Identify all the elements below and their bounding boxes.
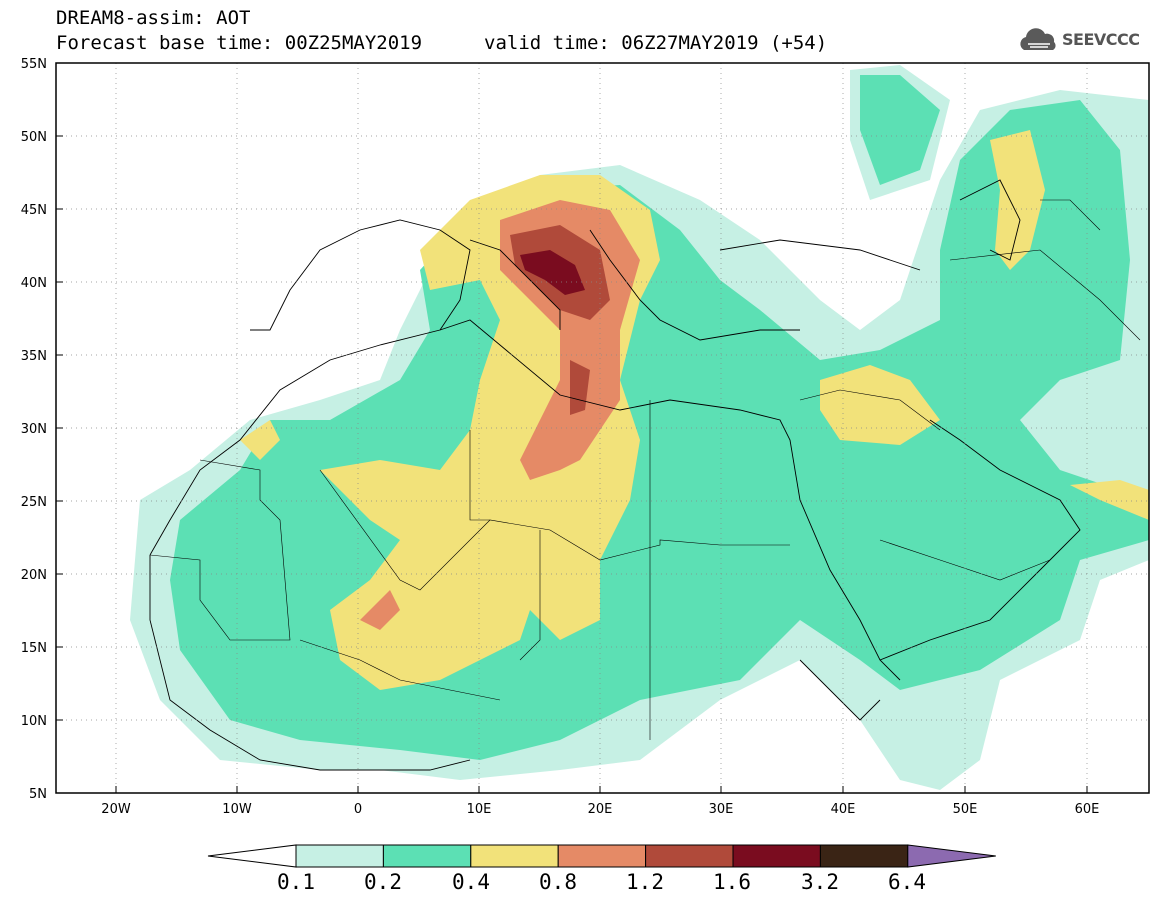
colorbar-low-arrow	[207, 844, 297, 868]
lon-label: 50E	[953, 802, 978, 817]
colorbar-label: 0.1	[277, 870, 315, 894]
colorbar-high-arrow	[907, 844, 996, 868]
lat-label: 45N	[21, 203, 47, 218]
colorbar-swatch	[819, 844, 909, 868]
lat-label: 50N	[21, 130, 47, 145]
lon-label: 20E	[588, 802, 613, 817]
colorbar-label: 0.2	[364, 870, 402, 894]
cloud-logo-icon	[1020, 28, 1056, 50]
lon-label: 40E	[831, 802, 856, 817]
colorbar-label: 1.6	[713, 870, 751, 894]
forecast-base-time: Forecast base time: 00Z25MAY2019	[56, 32, 423, 54]
colorbar-label: 3.2	[801, 870, 839, 894]
colorbar-swatch	[557, 844, 647, 868]
colorbar	[207, 844, 996, 868]
lat-label: 25N	[21, 495, 47, 510]
colorbar-label: 6.4	[888, 870, 926, 894]
lat-label: 40N	[21, 276, 47, 291]
lon-label: 10W	[222, 802, 252, 817]
lat-labels: 55N 50N 45N 40N 35N 30N 25N 20N 15N 10N …	[21, 57, 47, 802]
lon-label: 20W	[101, 802, 131, 817]
colorbar-swatch	[645, 844, 734, 868]
lon-labels: 20W 10W 0 10E 20E 30E 40E 50E 60E	[101, 802, 1099, 817]
graticule	[56, 63, 1149, 793]
lon-label: 0	[354, 802, 362, 817]
lat-label: 30N	[21, 422, 47, 437]
colorbar-swatch	[295, 844, 384, 868]
lon-label: 60E	[1075, 802, 1100, 817]
lat-label: 35N	[21, 349, 47, 364]
lat-label: 5N	[29, 787, 47, 802]
colorbar-swatch	[732, 844, 821, 868]
lat-label: 20N	[21, 568, 47, 583]
valid-time: valid time: 06Z27MAY2019 (+54)	[484, 32, 828, 54]
aot-contours	[130, 65, 1149, 790]
colorbar-swatch	[382, 844, 472, 868]
lat-label: 15N	[21, 641, 47, 656]
country-borders	[149, 199, 1141, 740]
logo-text: SEEVCCC	[1062, 30, 1140, 49]
colorbar-label: 1.2	[626, 870, 664, 894]
lat-label: 55N	[21, 57, 47, 72]
coastlines	[149, 179, 1081, 771]
colorbar-label: 0.8	[539, 870, 577, 894]
colorbar-label: 0.4	[452, 870, 490, 894]
lon-label: 30E	[709, 802, 734, 817]
tick-marks	[56, 135, 1088, 793]
map-title: DREAM8-assim: AOT	[56, 7, 251, 29]
colorbar-swatch	[470, 844, 559, 868]
lat-label: 10N	[21, 714, 47, 729]
lon-label: 10E	[467, 802, 492, 817]
